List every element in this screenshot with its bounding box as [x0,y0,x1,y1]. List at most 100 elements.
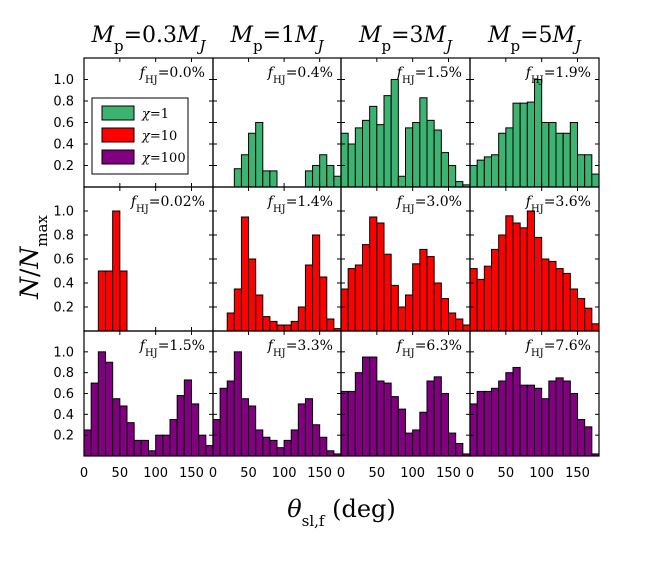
legend: χ=1 χ=10 χ=100 [91,97,189,175]
bar [354,372,364,457]
panel-annotation: fHJ=0.02% [130,194,205,215]
bar [369,216,378,332]
bar [412,429,421,457]
bar [448,312,457,332]
bar [304,264,314,332]
bar [255,429,264,457]
bar [591,323,600,332]
bar [198,434,207,457]
bar [426,256,435,332]
bar [290,429,299,457]
panel-r3-c1: fHJ=1.5% [83,331,214,457]
bar [319,276,328,332]
bar [347,268,356,332]
panel-r3-c3: fHJ=6.3% [340,331,471,457]
x-tick-label: 0 [209,466,217,481]
bar [534,236,543,332]
bar [262,170,271,188]
column-title: Mp=3MJ [358,23,453,55]
bar [255,294,264,332]
bar [276,324,285,332]
panel-r1-c4: fHJ=1.9% [469,58,600,188]
bar [233,168,242,188]
x-tick-label: 150 [565,466,590,481]
bar [440,298,450,332]
bar [512,102,521,188]
bar [212,419,221,457]
bar [283,324,292,332]
bar [126,422,135,457]
bar [269,170,278,188]
bar [541,258,550,332]
bar [255,122,264,188]
bar [376,222,385,332]
panel-annotation: fHJ=0.0% [139,65,205,86]
bar [469,165,478,188]
bar [297,403,306,457]
x-tick-label: 50 [240,466,257,481]
bar [548,122,557,188]
y-tick-label: 0.6 [53,253,74,268]
bar [498,234,507,332]
bar [505,215,514,332]
bar [233,288,242,332]
bar [541,122,550,188]
bar [512,222,521,332]
x-tick-label: 150 [436,466,461,481]
panel-r2-c1: fHJ=0.02% [83,187,213,332]
panel-annotation: fHJ=6.3% [396,338,462,359]
y-tick-label: 0.8 [53,366,74,381]
bar [347,143,356,188]
bar [548,380,557,457]
bar [90,382,99,457]
legend-swatch [101,149,135,165]
bar [476,159,485,188]
bar [269,439,278,457]
bar [362,119,371,188]
bar [112,398,121,457]
bar [369,105,378,188]
bar [491,387,500,457]
bar [469,403,478,457]
bar [340,132,349,188]
panel-r3-c4: fHJ=7.6% [469,331,600,457]
bar [340,288,349,332]
column-title: Mp=5MJ [487,23,582,55]
x-tick-label: 0 [337,466,345,481]
panel-annotation: fHJ=0.4% [267,65,333,86]
bar [397,408,407,457]
bar [191,403,200,457]
bar [226,380,235,457]
bar [577,154,586,188]
bar [155,434,164,457]
panel-frame [469,330,600,457]
bar [455,318,464,332]
bar [426,380,435,457]
bar [569,122,578,188]
bar [262,436,271,457]
bar [405,432,414,457]
bar [419,411,428,457]
bar [240,216,250,332]
bar [455,181,464,188]
bar [555,268,564,332]
bar [526,101,535,188]
y-tick-label: 0.6 [53,387,74,402]
x-tick-label: 50 [369,466,386,481]
bar [433,129,442,188]
x-tick-label: 0 [466,466,474,481]
bar [476,390,485,457]
bar [233,351,242,457]
legend-swatch [101,105,135,121]
bar [440,152,450,188]
bar [390,396,399,457]
bar [505,372,514,457]
x-tick-label: 100 [143,466,168,481]
bar [354,264,364,332]
panel-annotation: fHJ=1.9% [525,65,591,86]
bar [534,387,543,457]
bar [133,439,142,457]
bar [162,434,171,457]
x-tick-label: 50 [498,466,515,481]
panel-annotation: fHJ=3.6% [525,194,591,215]
